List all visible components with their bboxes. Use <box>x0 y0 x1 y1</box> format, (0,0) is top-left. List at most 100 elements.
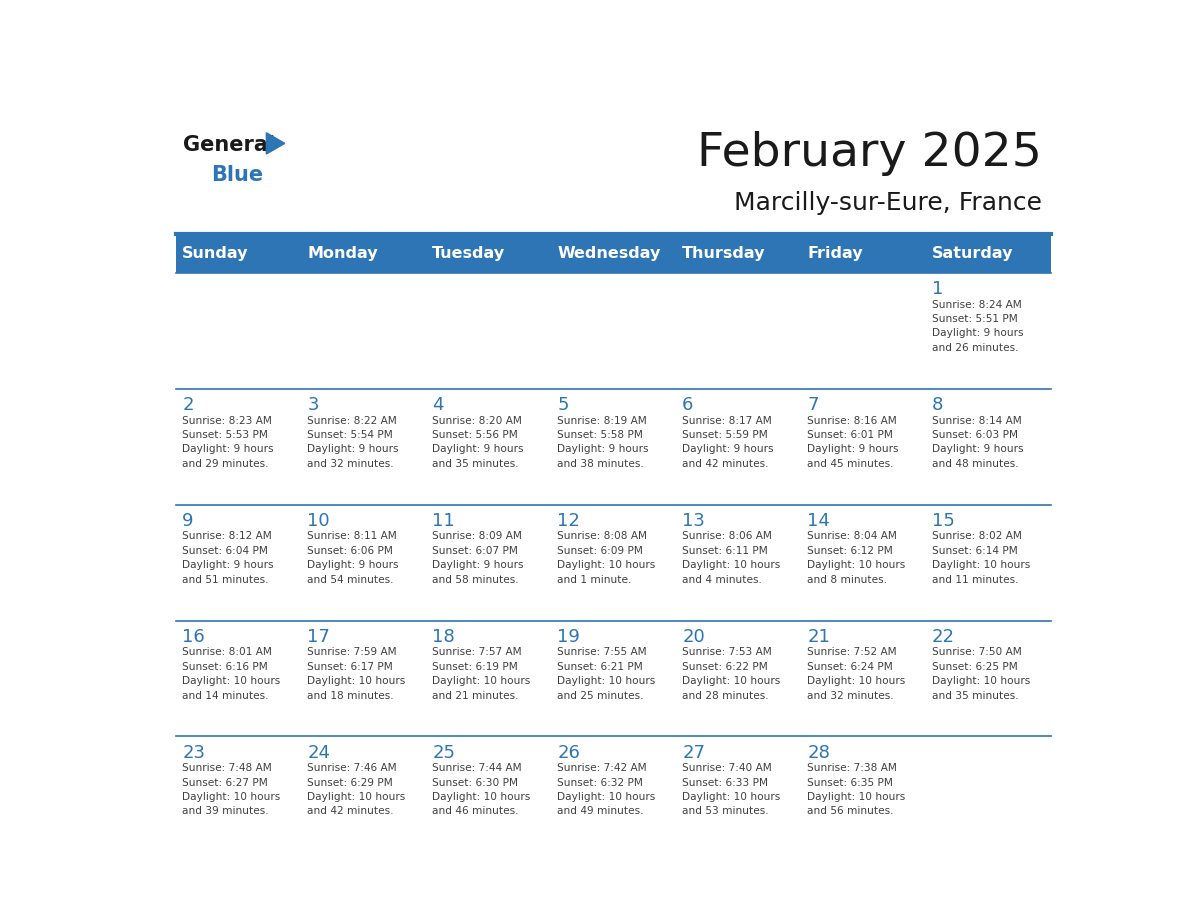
FancyBboxPatch shape <box>801 388 925 505</box>
FancyBboxPatch shape <box>801 273 925 388</box>
Text: 3: 3 <box>308 396 318 414</box>
FancyBboxPatch shape <box>551 736 676 852</box>
Text: 12: 12 <box>557 511 580 530</box>
Text: 5: 5 <box>557 396 569 414</box>
Polygon shape <box>266 133 285 154</box>
Text: 27: 27 <box>682 744 706 762</box>
FancyBboxPatch shape <box>551 621 676 736</box>
Text: Sunrise: 8:04 AM
Sunset: 6:12 PM
Daylight: 10 hours
and 8 minutes.: Sunrise: 8:04 AM Sunset: 6:12 PM Dayligh… <box>807 532 905 585</box>
Text: Sunrise: 8:16 AM
Sunset: 6:01 PM
Daylight: 9 hours
and 45 minutes.: Sunrise: 8:16 AM Sunset: 6:01 PM Dayligh… <box>807 416 898 469</box>
Text: 23: 23 <box>183 744 206 762</box>
FancyBboxPatch shape <box>176 621 301 736</box>
Text: February 2025: February 2025 <box>696 131 1042 176</box>
Text: 17: 17 <box>308 628 330 645</box>
FancyBboxPatch shape <box>925 621 1051 736</box>
Text: Sunrise: 8:23 AM
Sunset: 5:53 PM
Daylight: 9 hours
and 29 minutes.: Sunrise: 8:23 AM Sunset: 5:53 PM Dayligh… <box>183 416 274 469</box>
Text: 10: 10 <box>308 511 330 530</box>
Text: Sunrise: 7:55 AM
Sunset: 6:21 PM
Daylight: 10 hours
and 25 minutes.: Sunrise: 7:55 AM Sunset: 6:21 PM Dayligh… <box>557 647 656 700</box>
Text: 9: 9 <box>183 511 194 530</box>
Text: Wednesday: Wednesday <box>557 246 661 261</box>
Text: Monday: Monday <box>308 246 378 261</box>
Text: 21: 21 <box>807 628 830 645</box>
Text: Sunrise: 7:57 AM
Sunset: 6:19 PM
Daylight: 10 hours
and 21 minutes.: Sunrise: 7:57 AM Sunset: 6:19 PM Dayligh… <box>432 647 531 700</box>
Text: Sunrise: 7:59 AM
Sunset: 6:17 PM
Daylight: 10 hours
and 18 minutes.: Sunrise: 7:59 AM Sunset: 6:17 PM Dayligh… <box>308 647 405 700</box>
FancyBboxPatch shape <box>551 505 676 621</box>
FancyBboxPatch shape <box>176 505 301 621</box>
FancyBboxPatch shape <box>301 234 426 273</box>
FancyBboxPatch shape <box>925 505 1051 621</box>
Text: Sunday: Sunday <box>183 246 248 261</box>
FancyBboxPatch shape <box>676 273 801 388</box>
FancyBboxPatch shape <box>551 273 676 388</box>
Text: Sunrise: 8:22 AM
Sunset: 5:54 PM
Daylight: 9 hours
and 32 minutes.: Sunrise: 8:22 AM Sunset: 5:54 PM Dayligh… <box>308 416 399 469</box>
Text: 20: 20 <box>682 628 704 645</box>
FancyBboxPatch shape <box>801 234 925 273</box>
Text: Friday: Friday <box>807 246 862 261</box>
Text: Sunrise: 7:40 AM
Sunset: 6:33 PM
Daylight: 10 hours
and 53 minutes.: Sunrise: 7:40 AM Sunset: 6:33 PM Dayligh… <box>682 763 781 816</box>
FancyBboxPatch shape <box>301 621 426 736</box>
FancyBboxPatch shape <box>426 736 551 852</box>
Text: 8: 8 <box>933 396 943 414</box>
Text: 28: 28 <box>807 744 830 762</box>
FancyBboxPatch shape <box>426 273 551 388</box>
Text: Sunrise: 8:19 AM
Sunset: 5:58 PM
Daylight: 9 hours
and 38 minutes.: Sunrise: 8:19 AM Sunset: 5:58 PM Dayligh… <box>557 416 649 469</box>
Text: 14: 14 <box>807 511 830 530</box>
Text: Sunrise: 7:52 AM
Sunset: 6:24 PM
Daylight: 10 hours
and 32 minutes.: Sunrise: 7:52 AM Sunset: 6:24 PM Dayligh… <box>807 647 905 700</box>
Text: 26: 26 <box>557 744 580 762</box>
Text: Marcilly-sur-Eure, France: Marcilly-sur-Eure, France <box>733 192 1042 216</box>
FancyBboxPatch shape <box>925 234 1051 273</box>
FancyBboxPatch shape <box>301 505 426 621</box>
Text: Sunrise: 8:02 AM
Sunset: 6:14 PM
Daylight: 10 hours
and 11 minutes.: Sunrise: 8:02 AM Sunset: 6:14 PM Dayligh… <box>933 532 1030 585</box>
Text: 4: 4 <box>432 396 444 414</box>
Text: 24: 24 <box>308 744 330 762</box>
FancyBboxPatch shape <box>176 736 301 852</box>
Text: Sunrise: 8:01 AM
Sunset: 6:16 PM
Daylight: 10 hours
and 14 minutes.: Sunrise: 8:01 AM Sunset: 6:16 PM Dayligh… <box>183 647 280 700</box>
Text: 6: 6 <box>682 396 694 414</box>
Text: Sunrise: 7:46 AM
Sunset: 6:29 PM
Daylight: 10 hours
and 42 minutes.: Sunrise: 7:46 AM Sunset: 6:29 PM Dayligh… <box>308 763 405 816</box>
FancyBboxPatch shape <box>426 505 551 621</box>
Text: Sunrise: 8:06 AM
Sunset: 6:11 PM
Daylight: 10 hours
and 4 minutes.: Sunrise: 8:06 AM Sunset: 6:11 PM Dayligh… <box>682 532 781 585</box>
Text: Sunrise: 7:50 AM
Sunset: 6:25 PM
Daylight: 10 hours
and 35 minutes.: Sunrise: 7:50 AM Sunset: 6:25 PM Dayligh… <box>933 647 1030 700</box>
FancyBboxPatch shape <box>676 505 801 621</box>
Text: 13: 13 <box>682 511 704 530</box>
FancyBboxPatch shape <box>426 234 551 273</box>
Text: 19: 19 <box>557 628 580 645</box>
Text: Sunrise: 8:12 AM
Sunset: 6:04 PM
Daylight: 9 hours
and 51 minutes.: Sunrise: 8:12 AM Sunset: 6:04 PM Dayligh… <box>183 532 274 585</box>
FancyBboxPatch shape <box>426 388 551 505</box>
Text: 7: 7 <box>807 396 819 414</box>
FancyBboxPatch shape <box>176 388 301 505</box>
FancyBboxPatch shape <box>176 273 301 388</box>
Text: 15: 15 <box>933 511 955 530</box>
FancyBboxPatch shape <box>801 505 925 621</box>
Text: 1: 1 <box>933 280 943 297</box>
FancyBboxPatch shape <box>925 273 1051 388</box>
Text: Sunrise: 7:38 AM
Sunset: 6:35 PM
Daylight: 10 hours
and 56 minutes.: Sunrise: 7:38 AM Sunset: 6:35 PM Dayligh… <box>807 763 905 816</box>
FancyBboxPatch shape <box>676 388 801 505</box>
Text: Sunrise: 8:24 AM
Sunset: 5:51 PM
Daylight: 9 hours
and 26 minutes.: Sunrise: 8:24 AM Sunset: 5:51 PM Dayligh… <box>933 299 1024 353</box>
Text: Sunrise: 7:53 AM
Sunset: 6:22 PM
Daylight: 10 hours
and 28 minutes.: Sunrise: 7:53 AM Sunset: 6:22 PM Dayligh… <box>682 647 781 700</box>
FancyBboxPatch shape <box>301 388 426 505</box>
Text: Thursday: Thursday <box>682 246 766 261</box>
FancyBboxPatch shape <box>676 736 801 852</box>
Text: 25: 25 <box>432 744 455 762</box>
Text: 2: 2 <box>183 396 194 414</box>
Text: 22: 22 <box>933 628 955 645</box>
Text: General: General <box>183 135 276 155</box>
Text: Sunrise: 8:17 AM
Sunset: 5:59 PM
Daylight: 9 hours
and 42 minutes.: Sunrise: 8:17 AM Sunset: 5:59 PM Dayligh… <box>682 416 773 469</box>
Text: Saturday: Saturday <box>933 246 1013 261</box>
Text: Blue: Blue <box>211 165 264 185</box>
FancyBboxPatch shape <box>551 388 676 505</box>
Text: Sunrise: 8:20 AM
Sunset: 5:56 PM
Daylight: 9 hours
and 35 minutes.: Sunrise: 8:20 AM Sunset: 5:56 PM Dayligh… <box>432 416 524 469</box>
FancyBboxPatch shape <box>925 736 1051 852</box>
FancyBboxPatch shape <box>301 273 426 388</box>
Text: 18: 18 <box>432 628 455 645</box>
FancyBboxPatch shape <box>925 388 1051 505</box>
FancyBboxPatch shape <box>801 621 925 736</box>
Text: Sunrise: 8:11 AM
Sunset: 6:06 PM
Daylight: 9 hours
and 54 minutes.: Sunrise: 8:11 AM Sunset: 6:06 PM Dayligh… <box>308 532 399 585</box>
Text: Sunrise: 8:08 AM
Sunset: 6:09 PM
Daylight: 10 hours
and 1 minute.: Sunrise: 8:08 AM Sunset: 6:09 PM Dayligh… <box>557 532 656 585</box>
FancyBboxPatch shape <box>301 736 426 852</box>
Text: Sunrise: 7:42 AM
Sunset: 6:32 PM
Daylight: 10 hours
and 49 minutes.: Sunrise: 7:42 AM Sunset: 6:32 PM Dayligh… <box>557 763 656 816</box>
Text: Tuesday: Tuesday <box>432 246 505 261</box>
Text: Sunrise: 8:14 AM
Sunset: 6:03 PM
Daylight: 9 hours
and 48 minutes.: Sunrise: 8:14 AM Sunset: 6:03 PM Dayligh… <box>933 416 1024 469</box>
FancyBboxPatch shape <box>426 621 551 736</box>
